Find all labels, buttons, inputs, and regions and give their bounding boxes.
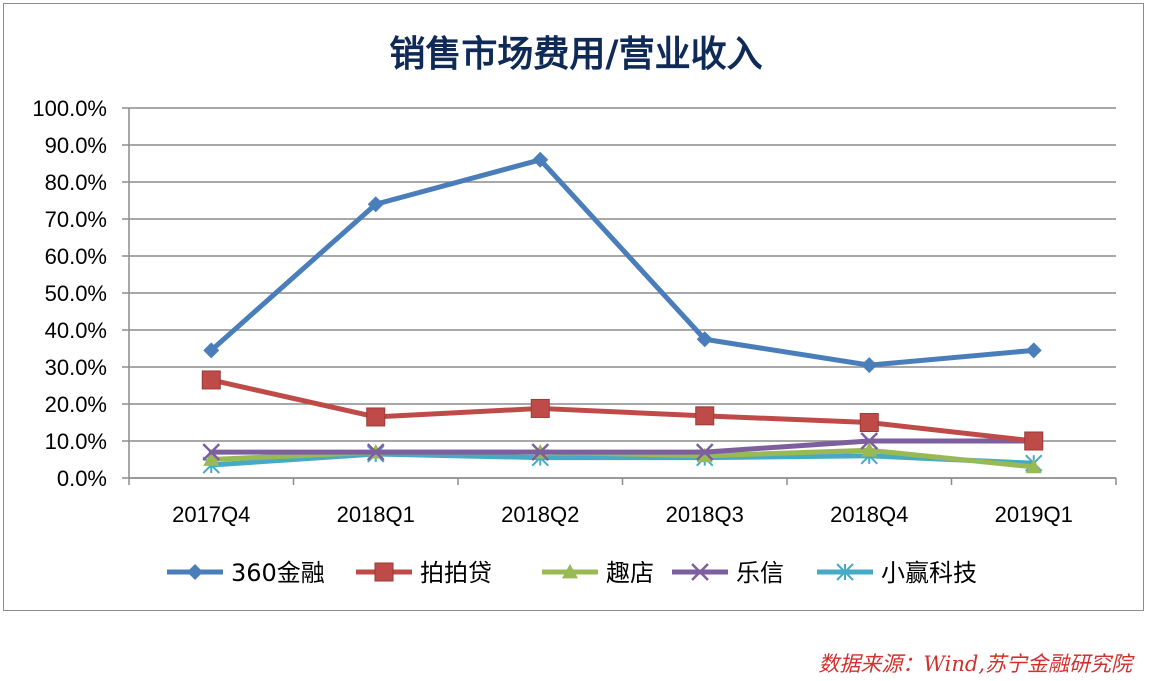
source-note: 数据来源：Wind,苏宁金融研究院: [818, 652, 1132, 676]
data-point: [366, 443, 385, 461]
data-point: [530, 398, 550, 418]
legend-item: 拍拍贷: [356, 559, 492, 587]
series-line: [208, 377, 1037, 444]
data-point: [367, 196, 384, 213]
data-point: [695, 406, 715, 426]
legend-label: 乐信: [736, 559, 784, 587]
x-tick-label: 2018Q1: [337, 502, 415, 527]
legend-label: 拍拍贷: [420, 559, 492, 587]
legend-item: 乐信: [672, 559, 784, 587]
data-point: [1025, 342, 1042, 359]
y-tick-label: 80.0%: [45, 170, 107, 195]
series-layer: [201, 151, 1044, 474]
legend-label: 360金融: [231, 559, 325, 587]
data-point: [836, 563, 854, 581]
data-point: [696, 447, 713, 463]
data-point: [860, 432, 879, 450]
x-tick-label: 2018Q4: [830, 502, 908, 527]
data-point: [695, 443, 714, 461]
data-point: [187, 564, 203, 580]
data-point: [859, 413, 879, 432]
y-tick-label: 10.0%: [45, 429, 107, 454]
legend-label: 趣店: [606, 559, 654, 587]
y-tick-label: 30.0%: [45, 355, 107, 380]
data-point: [861, 357, 878, 374]
x-tick-label: 2018Q3: [666, 502, 744, 527]
data-point: [366, 407, 386, 427]
y-tick-label: 70.0%: [45, 207, 107, 232]
data-point: [1024, 431, 1044, 451]
gridlines: [129, 107, 1116, 479]
data-point: [696, 331, 713, 348]
chart-title: 销售市场费用/营业收入: [389, 33, 762, 75]
data-point: [861, 442, 878, 457]
data-point: [562, 564, 578, 579]
legend-item: 360金融: [167, 559, 325, 587]
data-point: [1025, 458, 1042, 474]
data-point: [374, 562, 394, 582]
y-tick-label: 90.0%: [45, 133, 107, 158]
legend-item: 趣店: [542, 559, 654, 587]
y-tick-label: 60.0%: [45, 244, 107, 269]
y-tick-label: 20.0%: [45, 392, 107, 417]
x-tick-label: 2019Q1: [995, 502, 1073, 527]
x-tick-label: 2018Q2: [501, 502, 579, 527]
chart-frame: 销售市场费用/营业收入 0.0% 10.0% 20.0% 30.0% 40.0% 50.0…: [3, 3, 1144, 611]
axes: 0.0% 10.0% 20.0% 30.0% 40.0% 50.0% 60.0% 70.0% 8…: [32, 96, 1117, 527]
data-point: [203, 342, 220, 359]
y-tick-label: 40.0%: [45, 318, 107, 343]
y-tick-label: 50.0%: [45, 281, 107, 306]
series-1: [201, 370, 1044, 451]
data-point: [532, 151, 549, 168]
chart: 销售市场费用/营业收入 0.0% 10.0% 20.0% 30.0% 40.0% 50.0…: [32, 33, 1117, 587]
legend-item: 小赢科技: [817, 559, 977, 587]
series-line: [208, 157, 1037, 368]
legend-label: 小赢科技: [881, 559, 977, 587]
series-line: [208, 438, 1037, 455]
data-point: [531, 443, 550, 461]
data-point: [203, 451, 220, 466]
data-point: [691, 563, 709, 581]
data-point: [202, 443, 221, 461]
x-tick-label: 2017Q4: [172, 502, 250, 527]
y-tick-label: 100.0%: [32, 96, 107, 121]
data-point: [201, 370, 221, 390]
series-0: [203, 151, 1042, 374]
y-tick-label: 0.0%: [57, 466, 107, 491]
legend: 360金融 拍拍贷 趣店 乐信 小赢科技: [167, 559, 977, 587]
